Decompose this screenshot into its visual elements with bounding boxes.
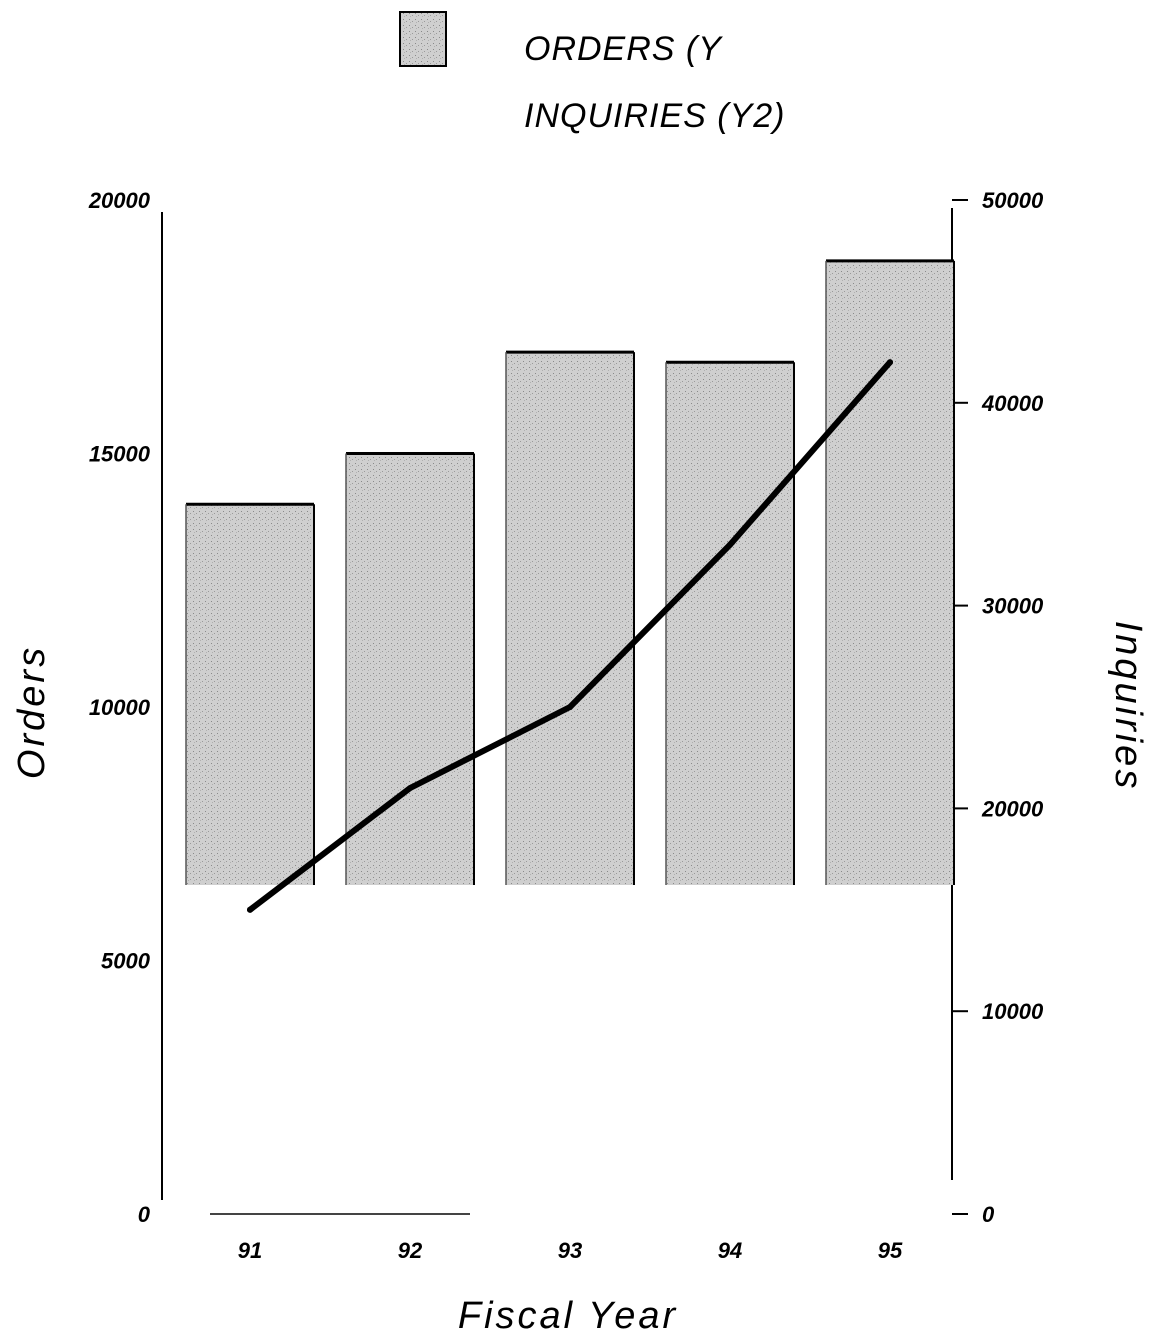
y-axis-ticks: 0 5000 10000 15000 20000 bbox=[88, 188, 151, 1227]
inquiries-point bbox=[247, 906, 253, 913]
bar-orders bbox=[345, 452, 475, 885]
y2-tick-label: 50000 bbox=[982, 188, 1044, 213]
legend-label-orders: ORDERS (Y bbox=[524, 30, 723, 68]
y2-axis-title: Inquiries bbox=[1107, 621, 1149, 792]
bar-orders-fill bbox=[186, 504, 314, 885]
y2-axis-ticks: 0 10000 20000 30000 40000 50000 bbox=[952, 188, 1044, 1227]
inquiries-point bbox=[727, 541, 733, 548]
y2-tick-label: 40000 bbox=[981, 391, 1044, 416]
y2-tick-label: 0 bbox=[982, 1202, 995, 1227]
bar-orders-fill bbox=[826, 260, 954, 886]
x-tick-label: 93 bbox=[558, 1238, 582, 1263]
y-tick-label: 20000 bbox=[88, 188, 151, 213]
legend-swatch-orders bbox=[399, 11, 447, 67]
x-axis-title: Fiscal Year bbox=[458, 1295, 678, 1337]
y2-tick-label: 10000 bbox=[982, 999, 1044, 1024]
bars bbox=[185, 259, 955, 886]
x-tick-label: 95 bbox=[878, 1238, 903, 1263]
bar-orders bbox=[665, 360, 795, 885]
y-tick-label: 5000 bbox=[101, 949, 151, 974]
bar-orders bbox=[505, 350, 635, 886]
inquiries-point bbox=[567, 704, 573, 710]
bar-orders-fill bbox=[346, 453, 474, 885]
inquiries-point bbox=[407, 785, 413, 792]
y2-tick-label: 30000 bbox=[982, 594, 1044, 619]
y-tick-label: 0 bbox=[138, 1202, 151, 1227]
y-axis-title: Orders bbox=[11, 645, 53, 779]
bar-orders bbox=[825, 259, 955, 886]
legend-label-inquiries: INQUIRIES (Y2) bbox=[524, 97, 785, 135]
bar-orders-fill bbox=[506, 352, 634, 886]
x-tick-label: 92 bbox=[398, 1238, 423, 1263]
x-axis-ticks: 91 92 93 94 95 bbox=[238, 1238, 903, 1263]
bar-orders bbox=[185, 502, 315, 885]
y-tick-label: 10000 bbox=[89, 695, 151, 720]
inquiries-point bbox=[887, 359, 893, 366]
x-tick-label: 94 bbox=[718, 1238, 742, 1263]
legend: ORDERS (Y INQUIRIES (Y2) bbox=[399, 11, 785, 135]
y2-tick-label: 20000 bbox=[981, 796, 1044, 821]
bar-orders-fill bbox=[666, 362, 794, 885]
y-tick-label: 15000 bbox=[89, 442, 151, 467]
x-tick-label: 91 bbox=[238, 1238, 262, 1263]
inquiries-line-series bbox=[247, 359, 893, 913]
